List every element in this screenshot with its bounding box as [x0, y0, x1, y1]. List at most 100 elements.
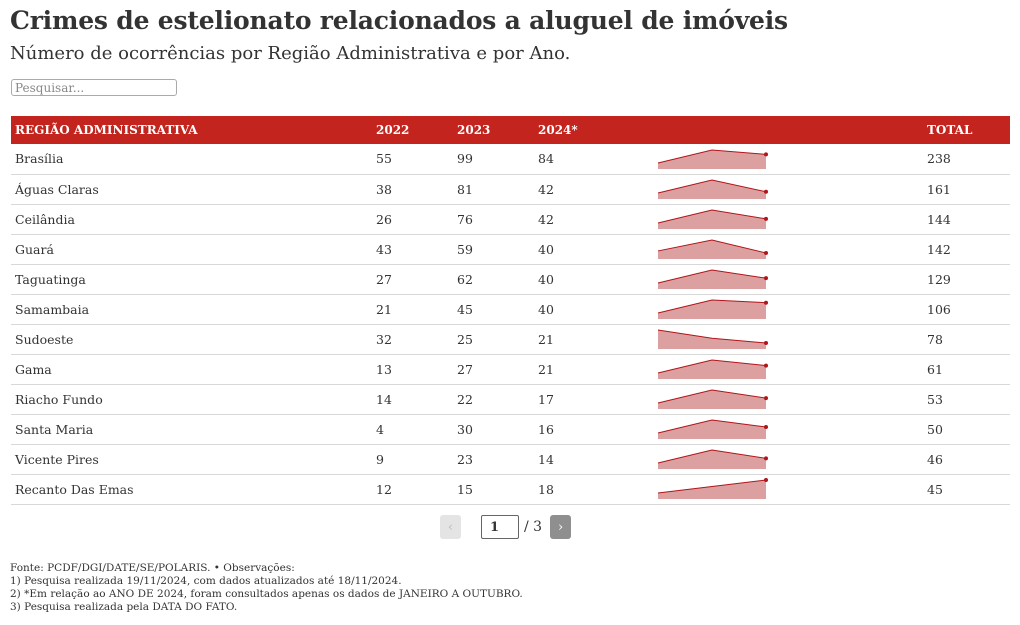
sparkline-area — [658, 300, 766, 319]
value-2022-cell: 9 — [376, 451, 384, 467]
value-2022-cell: 13 — [376, 361, 392, 377]
sparkline-end-dot — [764, 396, 768, 401]
sparkline-area — [658, 390, 766, 409]
value-2023-cell: 76 — [457, 211, 473, 227]
sparkline-cell — [635, 174, 923, 204]
total-cell: 53 — [927, 391, 943, 407]
table-row: Santa Maria 4 30 16 50 — [11, 414, 1010, 444]
footnotes: Fonte: PCDF/DGI/DATE/SE/POLARIS. • Obser… — [10, 562, 523, 614]
next-page-button[interactable]: › — [550, 515, 572, 539]
sparkline-cell — [635, 474, 923, 504]
region-cell: Gama — [15, 361, 52, 377]
total-cell: 106 — [927, 301, 951, 317]
column-header-2024[interactable]: 2024* — [538, 123, 578, 137]
value-2023-cell: 59 — [457, 241, 473, 257]
value-2022-cell: 12 — [376, 481, 392, 497]
region-cell: Brasília — [15, 151, 64, 167]
sparkline — [657, 209, 768, 229]
column-header-region[interactable]: REGIÃO ADMINISTRATIVA — [15, 123, 198, 137]
value-2024-cell: 40 — [538, 301, 554, 317]
total-cell: 161 — [927, 181, 951, 197]
table-body: Brasília 55 99 84 238 Águas Claras 38 81 42 161 Ce… — [11, 144, 1010, 504]
sparkline-end-dot — [764, 456, 768, 461]
value-2023-cell: 62 — [457, 271, 473, 287]
sparkline-area — [658, 149, 766, 169]
value-2023-cell: 99 — [457, 151, 473, 167]
sparkline-cell — [635, 144, 923, 174]
sparkline — [657, 269, 768, 289]
sparkline-cell — [635, 354, 923, 384]
sparkline-end-dot — [764, 152, 768, 157]
column-header-2023[interactable]: 2023 — [457, 123, 491, 137]
table-row: Taguatinga 27 62 40 129 — [11, 264, 1010, 294]
sparkline-end-dot — [764, 478, 768, 482]
total-pages: 3 — [533, 519, 543, 535]
table-row: Ceilândia 26 76 42 144 — [11, 204, 1010, 234]
value-2023-cell: 30 — [457, 421, 473, 437]
sparkline-area — [658, 240, 766, 259]
region-cell: Guará — [15, 241, 54, 257]
region-cell: Santa Maria — [15, 421, 94, 437]
sparkline-line — [657, 389, 767, 404]
region-cell: Vicente Pires — [15, 451, 99, 467]
value-2024-cell: 42 — [538, 181, 554, 197]
value-2024-cell: 84 — [538, 151, 554, 167]
source-note: Fonte: PCDF/DGI/DATE/SE/POLARIS. • Obser… — [10, 562, 295, 574]
value-2022-cell: 27 — [376, 271, 392, 287]
total-cell: 129 — [927, 271, 951, 287]
sparkline-cell — [635, 324, 923, 354]
sparkline-area — [658, 330, 766, 349]
table-row: Vicente Pires 9 23 14 46 — [11, 444, 1010, 474]
value-2024-cell: 40 — [538, 241, 554, 257]
value-2022-cell: 32 — [376, 331, 392, 347]
sparkline-end-dot — [764, 189, 768, 194]
sparkline-cell — [635, 444, 923, 474]
total-cell: 144 — [927, 211, 951, 227]
value-2024-cell: 40 — [538, 271, 554, 287]
sparkline-cell — [635, 384, 923, 414]
table-row: Recanto Das Emas 12 15 18 45 — [11, 474, 1010, 504]
value-2023-cell: 23 — [457, 451, 473, 467]
value-2022-cell: 21 — [376, 301, 392, 317]
sparkline-end-dot — [764, 216, 768, 221]
sparkline — [657, 449, 768, 469]
value-2022-cell: 55 — [376, 151, 392, 167]
table-row: Samambaia 21 45 40 106 — [11, 294, 1010, 324]
value-2024-cell: 21 — [538, 331, 554, 347]
pagination: ‹ / 3 › — [440, 515, 572, 539]
sparkline-area — [658, 480, 766, 499]
sparkline — [657, 299, 768, 319]
search-input[interactable] — [11, 79, 177, 96]
table-row: Riacho Fundo 14 22 17 53 — [11, 384, 1010, 414]
sparkline-line — [657, 359, 767, 374]
note-1: 1) Pesquisa realizada 19/11/2024, com da… — [10, 575, 402, 587]
sparkline-line — [657, 209, 767, 224]
column-header-total[interactable]: TOTAL — [927, 123, 973, 137]
sparkline-cell — [635, 414, 923, 444]
sparkline-area — [658, 360, 766, 379]
value-2023-cell: 27 — [457, 361, 473, 377]
data-table: REGIÃO ADMINISTRATIVA 2022 2023 2024* TO… — [11, 116, 1010, 505]
note-2: 2) *Em relação ao ANO DE 2024, foram con… — [10, 588, 523, 600]
sparkline-line — [657, 179, 767, 194]
page-number-input[interactable] — [481, 515, 519, 539]
total-cell: 46 — [927, 451, 943, 467]
sparkline-area — [658, 270, 766, 289]
total-cell: 61 — [927, 361, 943, 377]
value-2024-cell: 17 — [538, 391, 554, 407]
table-row: Guará 43 59 40 142 — [11, 234, 1010, 264]
sparkline-end-dot — [764, 300, 768, 305]
value-2023-cell: 45 — [457, 301, 473, 317]
sparkline-line — [657, 239, 767, 254]
sparkline-end-dot — [764, 251, 768, 255]
sparkline-cell — [635, 204, 923, 234]
prev-page-button[interactable]: ‹ — [440, 515, 461, 539]
sparkline-line — [657, 149, 767, 164]
sparkline-area — [658, 180, 766, 199]
sparkline-line — [657, 269, 767, 284]
sparkline — [657, 389, 768, 409]
sparkline-cell — [635, 294, 923, 324]
column-header-2022[interactable]: 2022 — [376, 123, 410, 137]
value-2023-cell: 81 — [457, 181, 473, 197]
region-cell: Ceilândia — [15, 211, 75, 227]
